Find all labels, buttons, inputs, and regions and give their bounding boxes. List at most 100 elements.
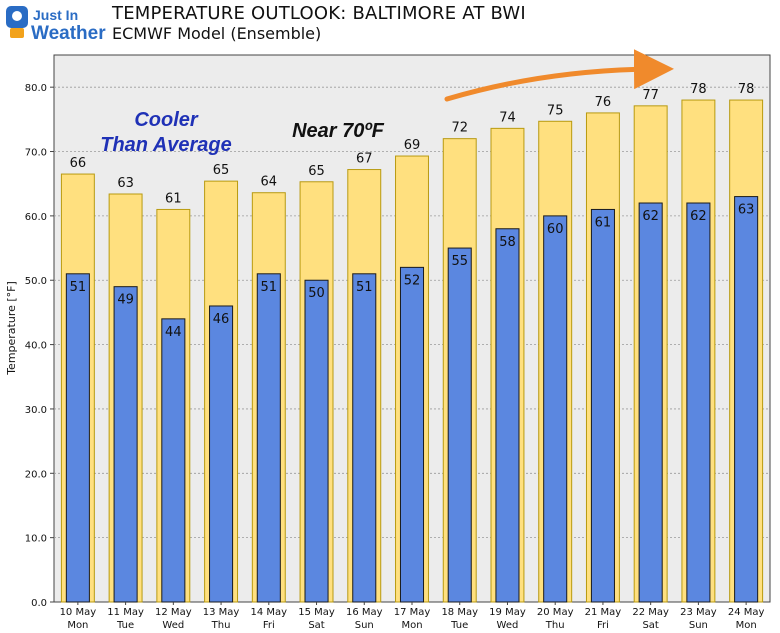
x-tick-label-date: 23 May [680,607,717,618]
low-temp-label: 49 [117,293,134,308]
high-temp-label: 78 [738,82,755,97]
low-temp-label: 51 [261,280,278,295]
high-temp-label: 67 [356,152,373,167]
snowflake-icon [12,11,22,21]
high-temp-label: 66 [70,156,87,171]
low-temp-label: 52 [404,273,421,288]
low-temp-bar [686,202,711,603]
x-tick-label-day: Sun [689,620,708,631]
low-temp-bar [399,266,425,603]
x-tick-label-day: Wed [497,620,519,631]
low-temp-label: 62 [642,209,659,224]
low-temp-bar [495,228,520,603]
x-tick-label-date: 20 May [537,607,574,618]
y-tick-label: 60.0 [25,212,47,223]
y-tick-label: 70.0 [25,148,47,159]
y-tick-label: 30.0 [25,405,47,416]
low-temp-label: 55 [451,254,468,269]
logo-text-line1: Just In [33,7,78,23]
y-tick-label: 10.0 [25,534,47,545]
low-temp-bar [209,305,234,603]
x-tick-label-date: 24 May [728,607,765,618]
x-tick-label-day: Mon [67,620,88,631]
low-temp-label: 60 [547,222,564,237]
x-tick-label-day: Mon [401,620,422,631]
low-temp-bar [352,273,377,603]
low-temp-label: 62 [690,209,707,224]
x-tick-label-day: Mon [736,620,757,631]
low-temp-label: 51 [356,280,373,295]
x-tick-label-date: 18 May [441,607,478,618]
low-temp-bar [734,196,759,603]
low-temp-bar [65,273,90,603]
x-tick-label-date: 11 May [107,607,144,618]
page-title: TEMPERATURE OUTLOOK: BALTIMORE AT BWI [112,3,526,24]
high-temp-label: 76 [595,95,612,110]
high-temp-label: 63 [117,176,134,191]
x-tick-label-date: 22 May [632,607,669,618]
high-temp-label: 65 [308,164,325,179]
high-temp-label: 69 [404,138,421,153]
y-tick-label: 40.0 [25,341,47,352]
low-temp-label: 46 [213,312,230,327]
y-tick-label: 80.0 [25,83,47,94]
page-subtitle: ECMWF Model (Ensemble) [112,24,322,43]
just-in-weather-logo: Just In Weather [6,6,106,44]
low-temp-bar [161,318,186,603]
low-temp-bar [304,279,329,603]
low-temp-label: 44 [165,325,182,340]
x-tick-label-day: Sat [308,620,324,631]
x-tick-label-day: Thu [211,620,231,631]
warming-trend-arrow [444,49,674,102]
x-tick-label-day: Tue [450,620,468,631]
x-tick-label-day: Wed [162,620,184,631]
low-temp-bar [113,286,138,603]
x-tick-label-date: 16 May [346,607,383,618]
low-temp-label: 63 [738,203,755,218]
y-tick-label: 0.0 [31,598,47,609]
x-tick-label-date: 12 May [155,607,192,618]
y-axis-label: Temperature [°F] [5,281,18,376]
high-temp-label: 65 [213,163,230,178]
low-temp-label: 61 [595,215,612,230]
bars: 66 51 63 49 61 44 65 46 64 51 65 50 67 51 69 52 72 55 74 58… [60,82,764,603]
low-temp-bar [543,215,568,603]
x-tick-label-date: 21 May [585,607,622,618]
low-temp-bar [447,247,472,603]
x-tick-label-date: 19 May [489,607,526,618]
low-temp-bar [256,273,281,603]
high-temp-label: 61 [165,191,182,206]
x-tick-label-day: Thu [545,620,565,631]
x-tick-label-day: Fri [263,620,275,631]
x-tick-label-date: 15 May [298,607,335,618]
x-tick-label-day: Fri [597,620,609,631]
x-tick-label-date: 13 May [203,607,240,618]
x-tick-label-date: 17 May [394,607,431,618]
annotation-near-70: Near 70ºF [292,120,385,142]
y-tick-label: 20.0 [25,469,47,480]
annotation-cooler-line2: Than Average [100,134,232,156]
low-temp-label: 50 [308,286,325,301]
low-temp-label: 58 [499,235,516,250]
x-axis: 10 May Mon 11 May Tue 12 May Wed 13 May Thu 14 M… [60,602,765,631]
high-temp-label: 74 [499,110,516,125]
high-temp-label: 77 [642,88,659,103]
x-tick-label-day: Sat [642,620,658,631]
high-temp-label: 72 [451,121,468,136]
x-tick-label-day: Sun [355,620,374,631]
logo-text-line2: Weather [31,23,106,44]
high-temp-label: 64 [261,175,278,190]
x-tick-label-date: 10 May [60,607,97,618]
low-temp-bar [590,208,615,603]
high-temp-label: 78 [690,82,707,97]
high-temp-label: 75 [547,103,564,118]
annotation-cooler-line1: Cooler [134,109,199,131]
y-axis: 0.0 10.0 20.0 30.0 40.0 50.0 60.0 70.0 80.0 [25,83,54,609]
low-temp-label: 51 [70,280,87,295]
low-temp-bar [638,202,663,603]
y-tick-label: 50.0 [25,276,47,287]
logo-sun-shape [10,28,24,38]
x-tick-label-date: 14 May [251,607,288,618]
x-tick-label-day: Tue [116,620,134,631]
